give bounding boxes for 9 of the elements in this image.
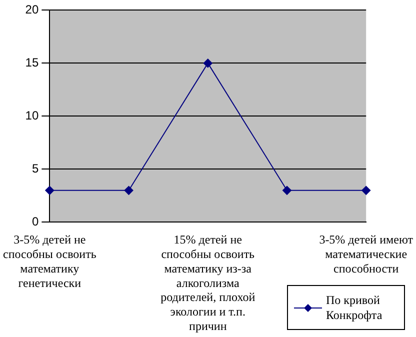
y-tick-label: 0 <box>32 214 39 229</box>
x-tick-label: 3-5% детей имеют математические способности <box>319 232 414 276</box>
x-tick-label: 3-5% детей не способны освоить математику генетически <box>3 232 97 290</box>
y-tick-label: 10 <box>25 108 39 123</box>
y-tick-label: 15 <box>25 56 39 70</box>
y-tick-label: 20 <box>25 2 39 17</box>
legend-label: По кривой Конкрофта <box>326 292 384 322</box>
x-tick-label: 15% детей не способны освоить математику из-за алкоголизма родителей, плохой экологии и т.п. причин <box>160 232 256 333</box>
y-tick-label: 5 <box>32 162 39 176</box>
